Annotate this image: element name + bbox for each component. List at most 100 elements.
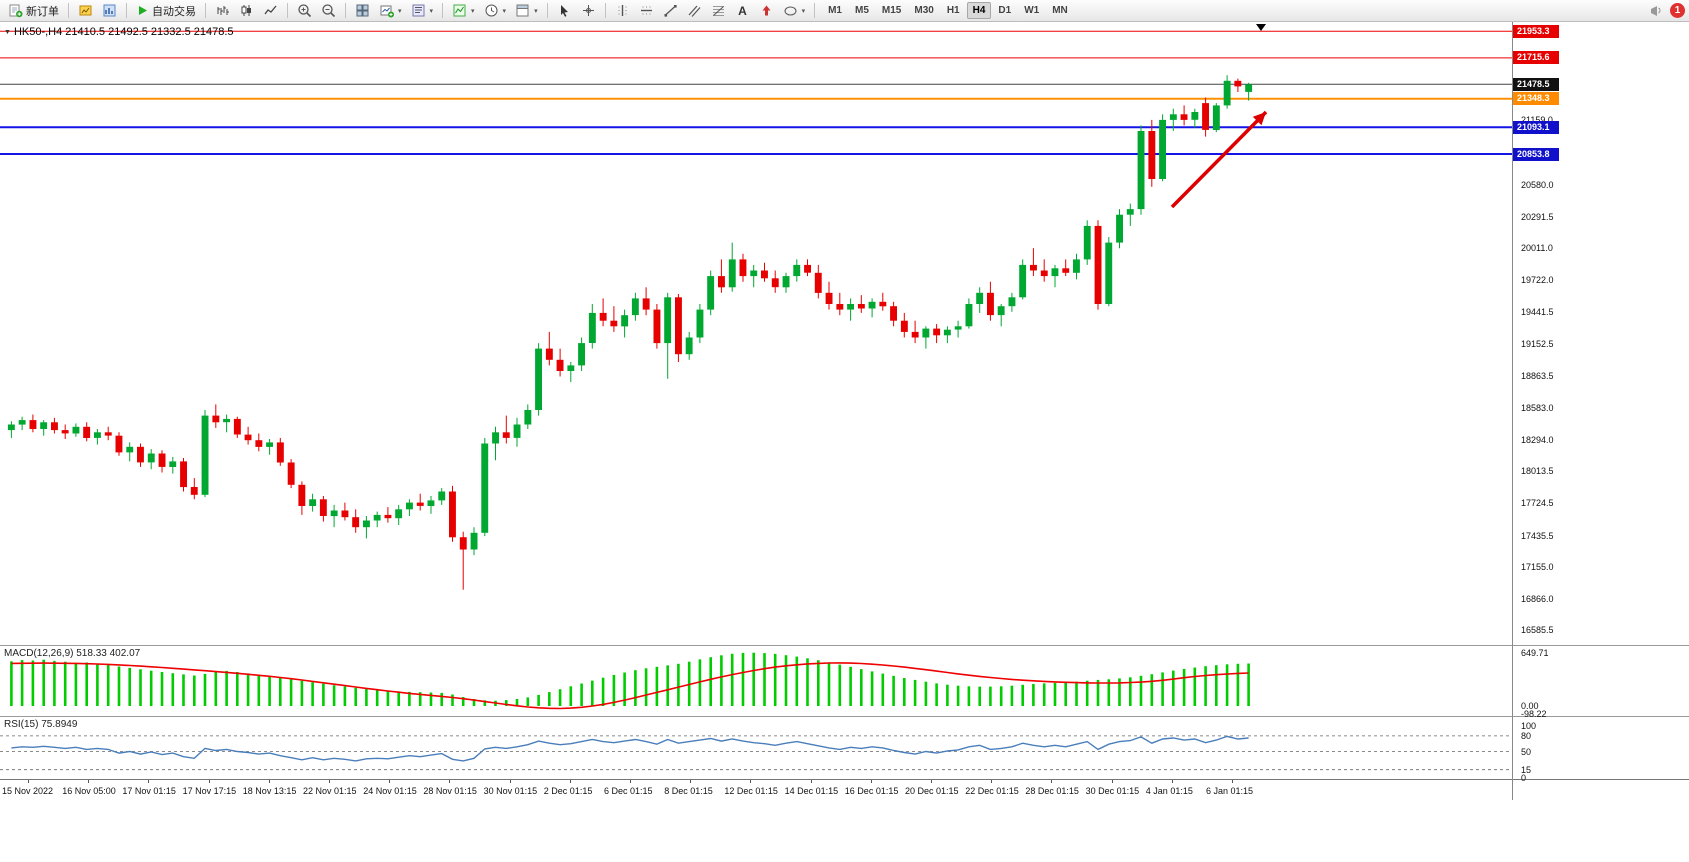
price-line-badge: 21715.6 — [1513, 51, 1559, 65]
line-chart-icon — [264, 5, 277, 15]
price-tick-label: 21159.0 — [1521, 115, 1553, 125]
tile-windows-button[interactable] — [351, 1, 374, 21]
time-tick — [750, 780, 752, 783]
time-axis[interactable]: 15 Nov 2022 16 Nov 05:00 17 Nov 01:15 17 No… — [0, 779, 1689, 800]
svg-text:A: A — [738, 4, 747, 18]
timeframe-m15[interactable]: M15 — [881, 5, 902, 16]
shapes-button[interactable]: ▾ — [779, 1, 810, 21]
chart-shift-marker-icon[interactable] — [1256, 24, 1266, 31]
separator — [546, 3, 548, 18]
price-tick-label: 19441.5 — [1521, 306, 1554, 317]
macd-panel[interactable]: MACD(12,26,9) 518.33 402.07 649.71 0.00 -9… — [0, 645, 1689, 719]
time-tick — [870, 780, 872, 783]
periods-clock-icon — [485, 4, 498, 17]
time-axis-label: 17 Nov 01:15 — [122, 786, 176, 796]
macd-label: MACD(12,26,9) 518.33 402.07 — [4, 648, 141, 659]
price-tick-label: 16866.0 — [1521, 594, 1554, 605]
time-tick — [148, 780, 150, 783]
time-tick — [509, 780, 511, 783]
time-axis-label: 28 Dec 01:15 — [1025, 786, 1079, 796]
chevron-down-icon: ▾ — [429, 7, 434, 15]
charts-profile-button[interactable] — [74, 1, 97, 21]
line-chart-button[interactable] — [259, 1, 282, 21]
price-tick-label: 16585.5 — [1521, 625, 1554, 636]
new-order-label: 新订单 — [26, 5, 59, 18]
trendline-icon — [664, 5, 677, 17]
time-axis-label: 30 Dec 01:15 — [1085, 786, 1140, 796]
time-axis-label: 20 Dec 01:15 — [905, 786, 959, 796]
timeframe-w1[interactable]: W1 — [1024, 5, 1040, 16]
time-axis-label: 6 Jan 01:15 — [1206, 786, 1254, 796]
time-axis-label: 8 Dec 01:15 — [664, 786, 713, 796]
price-axis-border — [1512, 22, 1513, 800]
price-tick-label: 20011.0 — [1521, 243, 1553, 254]
time-tick — [690, 780, 692, 783]
price-tick-label: 19722.0 — [1521, 275, 1554, 286]
autotrading-button[interactable]: 自动交易 — [132, 1, 200, 21]
price-tick-label: 18294.0 — [1521, 434, 1554, 445]
indicators-icon — [453, 4, 466, 17]
chart-profiles-button[interactable]: ▾ — [407, 1, 438, 21]
time-axis-label: 15 Nov 2022 — [2, 786, 54, 796]
price-tick-label: 18583.0 — [1521, 402, 1554, 413]
templates-button[interactable]: ▾ — [511, 1, 542, 21]
arrow-label-button[interactable] — [755, 1, 778, 21]
time-axis-label: 30 Nov 01:15 — [483, 786, 538, 796]
candlestick-chart-button[interactable] — [235, 1, 258, 21]
time-tick — [569, 780, 571, 783]
timeframe-mn[interactable]: MN — [1052, 5, 1068, 16]
horizontal-line-button[interactable] — [635, 1, 658, 21]
vertical-line-button[interactable] — [611, 1, 634, 21]
macd-tick-label: 649.71 — [1521, 647, 1549, 658]
trendline-button[interactable] — [659, 1, 682, 21]
time-axis-label: 17 Nov 17:15 — [182, 786, 237, 796]
time-tick — [630, 780, 631, 783]
indicators-button[interactable]: ▾ — [448, 1, 479, 21]
toolbar: 新订单 自动交易 — [0, 0, 1689, 22]
separator — [814, 3, 816, 18]
periods-button[interactable]: ▾ — [480, 1, 511, 21]
notification-badge[interactable]: 1 — [1670, 3, 1685, 18]
cursor-button[interactable] — [553, 1, 576, 21]
time-tick — [931, 780, 932, 783]
main-chart-panel[interactable]: ▼ HK50-,H4 21410.5 21492.5 21332.5 21478… — [0, 22, 1689, 645]
timeframe-m5[interactable]: M5 — [855, 5, 869, 16]
chevron-down-icon: ▾ — [398, 7, 402, 15]
timeframe-h1[interactable]: H1 — [946, 5, 960, 16]
candlestick-chart[interactable] — [0, 22, 1512, 643]
time-axis-label: 12 Dec 01:15 — [724, 786, 778, 796]
timeframe-bar: M1 M5 M15 M30 H1 H4 D1 W1 MN — [822, 2, 1074, 19]
symbol-caret-icon: ▼ — [4, 28, 11, 36]
zoom-out-button[interactable] — [317, 1, 340, 21]
fibonacci-icon — [712, 6, 724, 16]
time-tick — [329, 780, 330, 783]
timeframe-d1[interactable]: D1 — [998, 5, 1012, 16]
time-tick — [389, 780, 391, 783]
horizontal-line-icon — [640, 6, 652, 15]
new-order-button[interactable]: 新订单 — [4, 1, 63, 21]
fibonacci-button[interactable] — [707, 1, 730, 21]
market-watch-button[interactable] — [98, 1, 121, 21]
separator — [68, 3, 69, 18]
price-tick-label: 17724.5 — [1521, 498, 1554, 509]
chevron-down-icon: ▾ — [534, 7, 538, 15]
rsi-chart[interactable] — [0, 717, 1512, 779]
tile-windows-icon — [356, 4, 369, 17]
new-chart-button[interactable]: ▾ — [375, 1, 406, 21]
time-tick — [1171, 780, 1173, 783]
price-line-badge: 21093.1 — [1513, 120, 1559, 134]
megaphone-icon[interactable] — [1649, 3, 1665, 18]
rsi-panel[interactable]: RSI(15) 75.8949 100 80 50 15 0 — [0, 716, 1689, 783]
time-axis-label: 22 Dec 01:15 — [965, 786, 1019, 796]
crosshair-button[interactable] — [577, 1, 600, 21]
timeframe-m1[interactable]: M1 — [828, 5, 842, 16]
text-button[interactable]: A — [731, 1, 754, 21]
equidistant-channel-button[interactable] — [683, 1, 706, 21]
candlestick-chart-icon — [241, 5, 251, 16]
bar-chart-button[interactable] — [211, 1, 234, 21]
zoom-in-button[interactable] — [293, 1, 316, 21]
macd-chart[interactable] — [0, 646, 1512, 716]
time-tick — [1051, 780, 1053, 783]
timeframe-m30[interactable]: M30 — [914, 5, 934, 16]
timeframe-h4[interactable]: H4 — [966, 2, 992, 19]
